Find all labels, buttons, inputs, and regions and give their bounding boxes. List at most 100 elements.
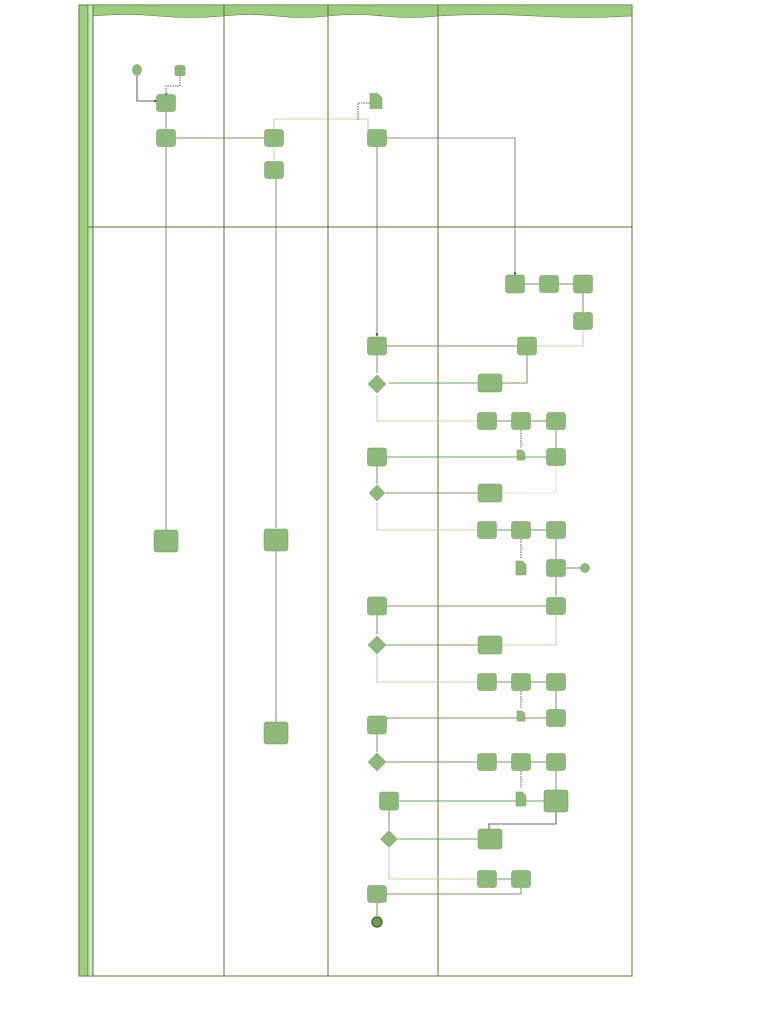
activity-box <box>546 709 566 727</box>
activity-box <box>263 721 289 745</box>
document-icon <box>515 560 527 576</box>
lane-header-3 <box>327 4 439 18</box>
activity-box <box>367 596 387 616</box>
activity-node <box>153 529 179 553</box>
edge <box>386 137 517 276</box>
pool-border <box>78 4 633 977</box>
activity-box <box>546 559 566 577</box>
activity-box <box>517 336 537 356</box>
activity-node <box>546 559 566 577</box>
activity-box <box>477 373 503 393</box>
edge <box>136 76 158 103</box>
activity-box <box>477 828 503 850</box>
decision-diamond <box>367 374 387 394</box>
activity-box <box>511 753 531 771</box>
edge <box>357 102 370 120</box>
activity-node <box>367 447 387 467</box>
phase-label-band <box>87 4 94 977</box>
activity-node <box>546 412 566 430</box>
activity-node <box>511 521 531 539</box>
activity-box <box>367 336 387 356</box>
activity-box <box>511 412 531 430</box>
activity-node <box>477 870 497 888</box>
activity-node <box>264 129 284 147</box>
activity-node <box>477 635 503 655</box>
document-icon <box>369 93 383 109</box>
edge <box>536 331 584 347</box>
document-icon <box>516 449 526 461</box>
activity-node <box>573 312 593 330</box>
activity-box <box>511 521 531 539</box>
lane-headers <box>92 4 633 18</box>
diagram-nodes <box>132 64 593 928</box>
activity-box <box>546 521 566 539</box>
activity-node <box>573 274 593 294</box>
activity-box <box>477 673 497 691</box>
edge <box>503 466 557 494</box>
activity-box <box>477 870 497 888</box>
activity-node <box>546 448 566 466</box>
activity-node <box>367 596 387 616</box>
activity-box <box>264 129 284 147</box>
activity-box <box>546 673 566 691</box>
activity-box <box>156 94 176 112</box>
activity-node <box>367 336 387 356</box>
pool <box>78 4 633 977</box>
activity-box <box>546 753 566 771</box>
document-icon <box>516 710 526 722</box>
activity-node <box>511 753 531 771</box>
activity-box <box>511 870 531 888</box>
lane-header-2 <box>223 4 329 18</box>
activity-node <box>477 521 497 539</box>
activity-node <box>367 129 387 147</box>
activity-box <box>156 129 176 147</box>
activity-box <box>573 312 593 330</box>
activity-node <box>543 789 569 813</box>
edge <box>376 655 477 683</box>
activity-box <box>367 447 387 467</box>
activity-node <box>367 885 387 903</box>
activity-box <box>505 274 525 294</box>
activity-box <box>264 161 284 179</box>
activity-box <box>477 753 497 771</box>
activity-box <box>546 597 566 615</box>
activity-node <box>477 828 503 850</box>
lane-header-1 <box>92 4 225 18</box>
activity-node <box>379 791 399 811</box>
activity-box <box>367 885 387 903</box>
activity-box <box>477 521 497 539</box>
document-icon <box>515 791 527 807</box>
activity-box <box>367 129 387 147</box>
edge <box>501 614 557 646</box>
edge <box>273 118 369 130</box>
activity-node <box>477 412 497 430</box>
edge <box>386 888 522 895</box>
activity-node <box>511 412 531 430</box>
data-store-top <box>174 64 186 70</box>
activity-node <box>546 753 566 771</box>
final-node <box>371 916 383 928</box>
activity-box <box>477 412 497 430</box>
lane-dividers <box>88 5 632 976</box>
edge <box>388 849 477 880</box>
activity-box <box>539 275 559 293</box>
activity-box <box>153 529 179 553</box>
activity-node <box>367 715 387 735</box>
activity-node <box>263 528 289 552</box>
activity-node <box>156 94 176 112</box>
activity-node <box>511 870 531 888</box>
activity-box <box>546 448 566 466</box>
edge <box>501 355 528 384</box>
end-node <box>580 563 590 573</box>
start-node <box>132 64 142 76</box>
activity-box <box>573 274 593 294</box>
activity-node <box>539 275 559 293</box>
activity-box <box>546 412 566 430</box>
pool-label-band <box>78 4 89 977</box>
connectors <box>136 76 584 916</box>
activity-box <box>367 715 387 735</box>
activity-box <box>477 483 503 503</box>
activity-box <box>511 673 531 691</box>
activity-node <box>546 597 566 615</box>
